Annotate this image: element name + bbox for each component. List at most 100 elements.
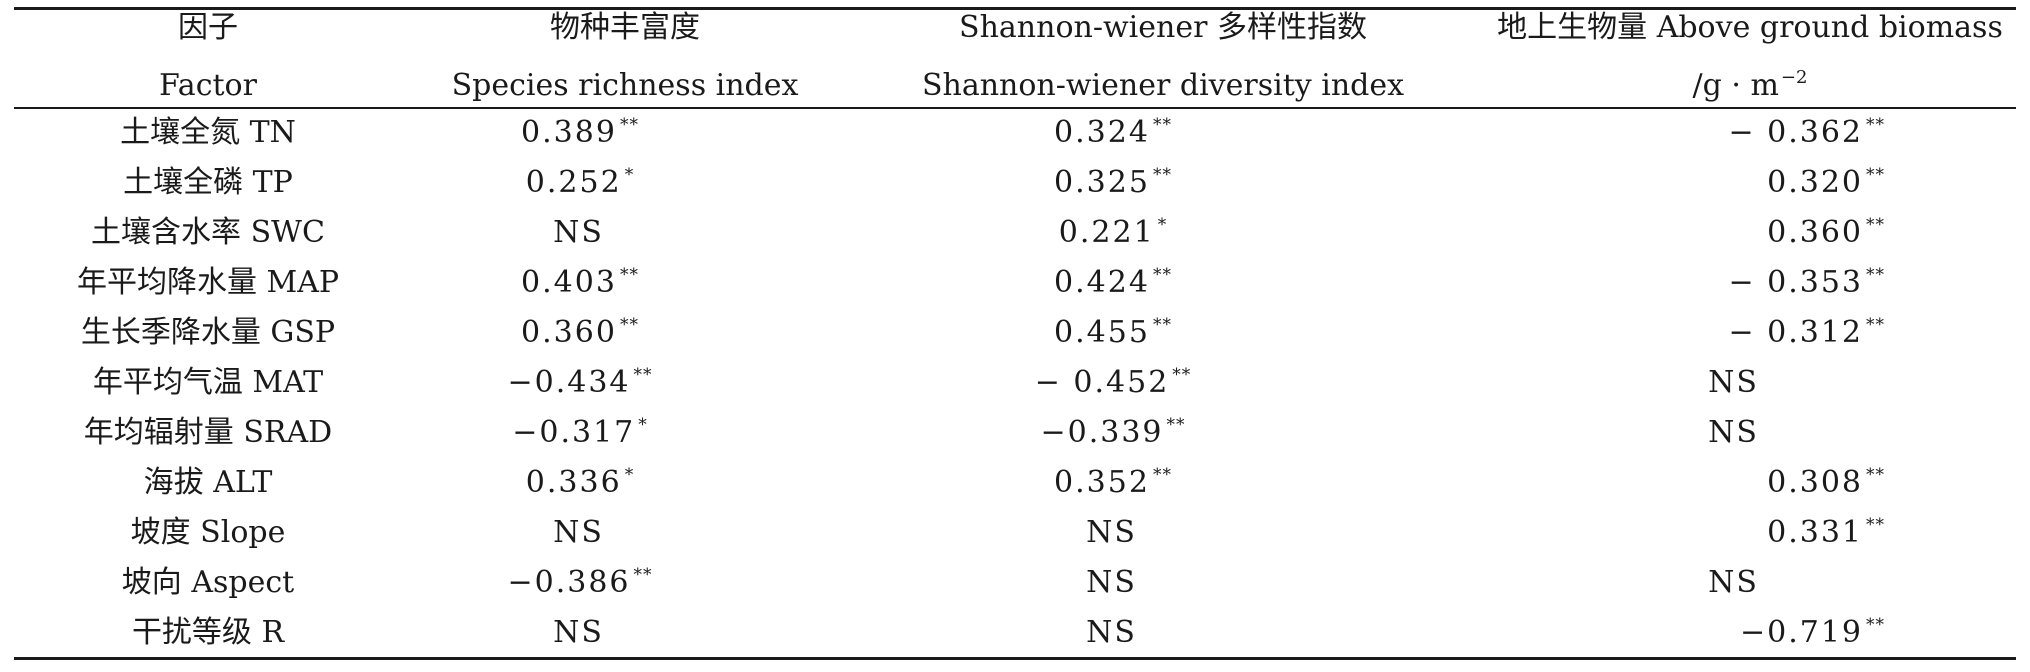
row-factor: 生长季降水量 GSP [80, 315, 336, 350]
biomass-significance: ** [1866, 215, 1885, 235]
richness-coefficient: NS [553, 615, 604, 650]
richness-significance: * [624, 465, 635, 485]
shannon-coefficient: −0.339 [1040, 415, 1164, 450]
row-shannon-value: 0.424 ** [1054, 265, 1172, 305]
richness-coefficient: 0.360 [521, 315, 617, 350]
row-biomass-value: NS [1708, 415, 1762, 455]
table-bottom-rule [14, 657, 2016, 660]
shannon-coefficient: 0.352 [1054, 465, 1150, 500]
shannon-coefficient: 0.455 [1054, 315, 1150, 350]
shannon-coefficient: NS [1086, 565, 1137, 600]
richness-significance: ** [619, 115, 639, 135]
row-biomass-value: NS [1708, 565, 1762, 605]
row-factor: 年平均降水量 MAP [76, 265, 340, 300]
header-shannon-cn: Shannon-wiener 多样性指数 [959, 10, 1367, 45]
shannon-coefficient: 0.324 [1054, 115, 1150, 150]
shannon-significance: ** [1152, 315, 1172, 335]
row-biomass-value: NS [1708, 365, 1762, 405]
richness-coefficient: −0.386 [507, 565, 631, 600]
row-factor: 坡度 Slope [130, 515, 286, 550]
richness-significance: ** [633, 365, 653, 385]
row-factor: 干扰等级 R [131, 615, 285, 650]
row-factor: 坡向 Aspect [121, 565, 295, 600]
biomass-significance: ** [1866, 165, 1885, 185]
shannon-significance: ** [1166, 415, 1186, 435]
shannon-significance: ** [1152, 165, 1172, 185]
richness-coefficient: NS [553, 215, 604, 250]
biomass-significance: ** [1866, 615, 1885, 635]
shannon-significance: ** [1152, 465, 1172, 485]
row-richness-value: −0.434 ** [507, 365, 652, 405]
richness-significance: * [624, 165, 635, 185]
row-biomass-value: − 0.362 ** [1728, 115, 1885, 155]
row-factor: 年平均气温 MAT [92, 365, 324, 400]
row-shannon-value: − 0.452 ** [1035, 365, 1192, 405]
biomass-significance: ** [1866, 315, 1885, 335]
header-richness-en: Species richness index [451, 68, 799, 103]
row-richness-value: −0.386 ** [507, 565, 652, 605]
shannon-coefficient: 0.221 [1058, 215, 1155, 250]
biomass-coefficient: −0.719 [1739, 615, 1863, 650]
biomass-significance: ** [1866, 115, 1885, 135]
biomass-coefficient: NS [1708, 415, 1759, 450]
header-factor-cn: 因子 [178, 10, 238, 45]
row-shannon-value: 0.455 ** [1054, 315, 1172, 355]
richness-significance: ** [619, 265, 639, 285]
biomass-coefficient: 0.331 [1767, 515, 1863, 550]
row-richness-value: NS [553, 215, 607, 255]
row-richness-value: NS [553, 615, 607, 655]
biomass-coefficient: − 0.312 [1728, 315, 1863, 350]
row-biomass-value: 0.360 ** [1767, 215, 1885, 255]
richness-coefficient: 0.389 [521, 115, 617, 150]
row-shannon-value: 0.325 ** [1054, 165, 1172, 205]
row-shannon-value: NS [1086, 565, 1140, 605]
biomass-significance: ** [1866, 265, 1885, 285]
row-richness-value: −0.317 * [512, 415, 648, 455]
row-factor: 土壤含水率 SWC [91, 215, 325, 250]
biomass-coefficient: 0.360 [1767, 215, 1863, 250]
row-biomass-value: 0.308 ** [1767, 465, 1885, 505]
row-shannon-value: NS [1086, 615, 1140, 655]
row-shannon-value: 0.221 * [1059, 215, 1167, 255]
row-factor: 土壤全氮 TN [120, 115, 296, 150]
row-shannon-value: −0.339 ** [1040, 415, 1185, 455]
row-shannon-value: 0.352 ** [1054, 465, 1172, 505]
header-factor-en: Factor [159, 68, 257, 103]
shannon-significance: ** [1172, 365, 1192, 385]
header-biomass-unit: /g · m −2 [1692, 67, 1808, 103]
row-factor: 海拔 ALT [143, 465, 273, 500]
row-richness-value: 0.360 ** [521, 315, 639, 355]
shannon-significance: ** [1152, 265, 1172, 285]
richness-significance: * [638, 415, 648, 435]
row-factor: 土壤全磷 TP [123, 165, 293, 200]
table-top-rule [14, 7, 2016, 10]
header-biomass-cn: 地上生物量 Above ground biomass [1497, 10, 2003, 45]
row-biomass-value: 0.331 ** [1767, 515, 1885, 555]
biomass-significance: ** [1866, 515, 1885, 535]
shannon-coefficient: 0.325 [1054, 165, 1150, 200]
row-biomass-value: − 0.353 ** [1728, 265, 1885, 305]
shannon-significance: ** [1152, 115, 1172, 135]
richness-significance: ** [633, 565, 653, 585]
richness-coefficient: 0.336 [525, 465, 622, 500]
header-richness-cn: 物种丰富度 [550, 10, 700, 45]
row-biomass-value: −0.719 ** [1740, 615, 1885, 655]
richness-coefficient: 0.403 [521, 265, 617, 300]
biomass-coefficient: NS [1708, 365, 1759, 400]
richness-coefficient: −0.317 [512, 415, 636, 450]
biomass-coefficient: 0.320 [1767, 165, 1863, 200]
row-richness-value: NS [553, 515, 607, 555]
row-richness-value: 0.403 ** [521, 265, 639, 305]
richness-significance: ** [619, 315, 639, 335]
row-shannon-value: NS [1086, 515, 1140, 555]
biomass-coefficient: − 0.362 [1728, 115, 1863, 150]
richness-coefficient: NS [553, 515, 604, 550]
biomass-coefficient: NS [1708, 565, 1759, 600]
row-richness-value: 0.389 ** [521, 115, 639, 155]
biomass-coefficient: 0.308 [1767, 465, 1863, 500]
row-biomass-value: 0.320 ** [1767, 165, 1885, 205]
biomass-significance: ** [1866, 465, 1885, 485]
table-header-rule [14, 107, 2016, 109]
header-shannon-en: Shannon-wiener diversity index [921, 68, 1405, 103]
richness-coefficient: 0.252 [525, 165, 622, 200]
